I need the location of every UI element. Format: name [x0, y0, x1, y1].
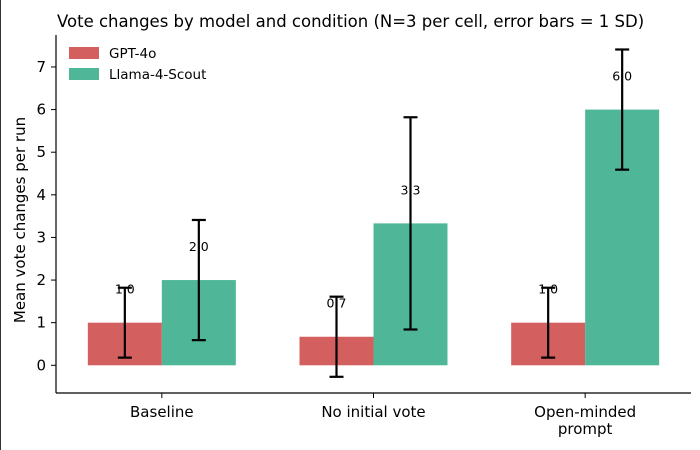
data-label: 3.3	[401, 182, 421, 197]
data-label: 6.0	[612, 69, 632, 84]
x-tick-label: Baseline	[130, 403, 194, 421]
legend-entry-label: GPT-4o	[109, 46, 156, 62]
axes: 0 1 2 3 4 5 6 7 Baseline No initial vote Open-mind…	[36, 35, 691, 438]
y-tick-label: 5	[36, 143, 46, 161]
data-label: 1.0	[538, 282, 558, 297]
y-tick-label: 2	[36, 271, 46, 289]
data-label: 2.0	[189, 239, 209, 254]
y-tick-label: 3	[36, 228, 46, 246]
legend-entry-label: Llama-4-Scout	[109, 67, 206, 83]
chart-title: Vote changes by model and condition (N=3…	[57, 12, 644, 31]
data-label: 0.7	[327, 296, 347, 311]
data-label: 1.0	[115, 282, 135, 297]
y-axis-label: Mean vote changes per run	[11, 117, 29, 323]
y-tick-label: 0	[36, 356, 46, 374]
y-tick-label: 6	[36, 101, 46, 119]
y-tick-label: 4	[36, 186, 46, 204]
bars	[87, 109, 660, 366]
y-tick-label: 1	[36, 314, 46, 332]
y-tick-label: 7	[36, 58, 46, 76]
legend-swatch	[69, 68, 99, 80]
x-tick-label: prompt	[558, 420, 613, 438]
data-labels: 1.0 0.7 1.0 2.0 3.3 6.0	[115, 69, 632, 311]
x-tick-label: Open-minded	[534, 403, 636, 421]
x-tick-label: No initial vote	[321, 403, 425, 421]
legend: GPT-4o Llama-4-Scout	[69, 46, 206, 83]
error-bars	[117, 48, 630, 378]
legend-swatch	[69, 47, 99, 59]
